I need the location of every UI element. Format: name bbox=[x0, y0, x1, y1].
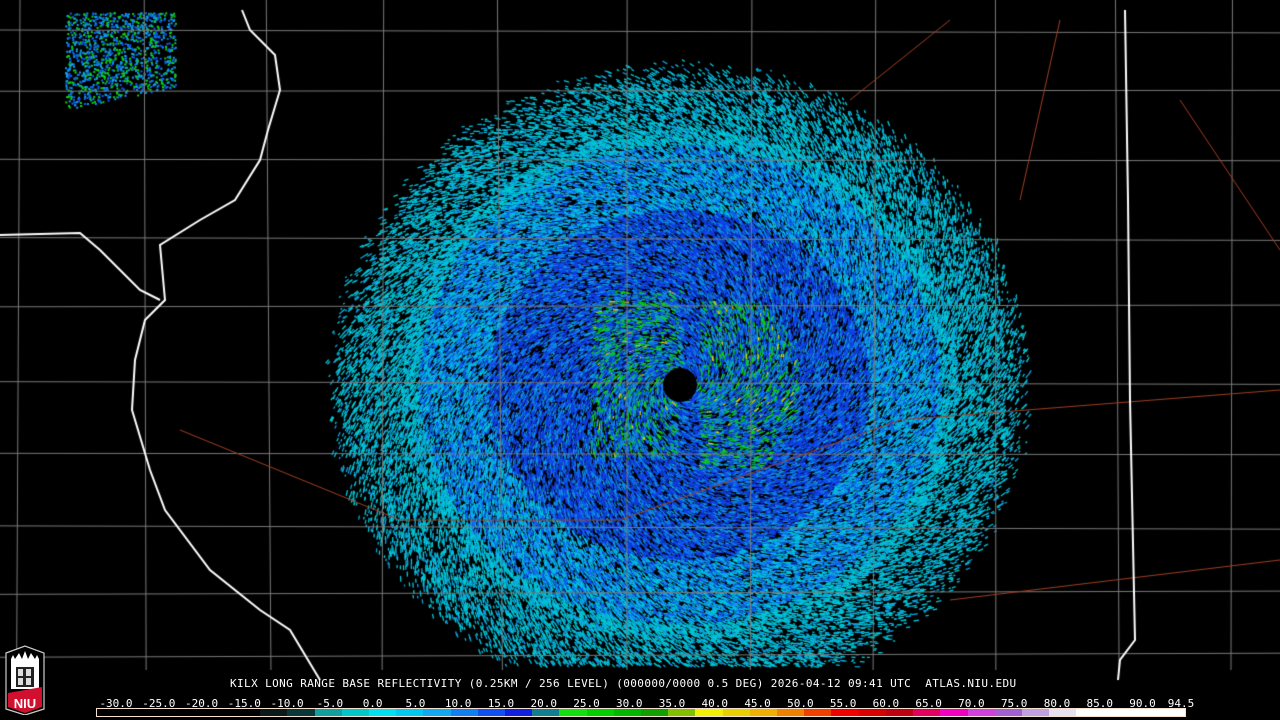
scale-label: 0.0 bbox=[362, 697, 383, 710]
scale-label: 5.0 bbox=[405, 697, 426, 710]
scale-swatch bbox=[477, 709, 506, 716]
scale-label: -25.0 bbox=[142, 697, 176, 710]
scale-swatch bbox=[450, 709, 478, 716]
scale-swatch bbox=[314, 709, 342, 716]
scale-swatch bbox=[97, 709, 125, 716]
scale-swatch bbox=[831, 709, 859, 716]
scale-swatch bbox=[124, 709, 152, 716]
scale-label: 55.0 bbox=[829, 697, 857, 710]
scale-swatch bbox=[396, 709, 424, 716]
scale-swatch bbox=[749, 709, 778, 716]
scale-swatch bbox=[205, 709, 234, 716]
scale-swatch bbox=[940, 709, 968, 716]
scale-swatch bbox=[559, 709, 587, 716]
scale-label: 30.0 bbox=[616, 697, 643, 710]
scale-swatch bbox=[341, 709, 370, 716]
scale-swatch bbox=[505, 709, 533, 716]
scale-label: -15.0 bbox=[227, 697, 261, 710]
scale-label: 70.0 bbox=[958, 697, 985, 710]
scale-label: 35.0 bbox=[658, 697, 686, 710]
scale-swatch bbox=[858, 709, 886, 716]
scale-swatch bbox=[260, 709, 288, 716]
scale-swatch bbox=[369, 709, 397, 716]
scale-swatch bbox=[722, 709, 750, 716]
scale-label: 45.0 bbox=[744, 697, 771, 710]
niu-logo: NIU bbox=[5, 645, 45, 715]
scale-swatch bbox=[1076, 709, 1104, 716]
scale-swatch bbox=[178, 709, 206, 716]
scale-swatch bbox=[532, 709, 560, 716]
scale-label: -5.0 bbox=[316, 697, 344, 710]
scale-label: 60.0 bbox=[872, 697, 900, 710]
scale-swatch bbox=[804, 709, 832, 716]
scale-label: 25.0 bbox=[573, 697, 600, 710]
scale-label: -30.0 bbox=[99, 697, 133, 710]
scale-label: 90.0 bbox=[1129, 697, 1156, 710]
scale-swatch bbox=[1157, 709, 1186, 716]
scale-label: 75.0 bbox=[1000, 697, 1028, 710]
scale-swatch bbox=[1021, 709, 1050, 716]
scale-label: 15.0 bbox=[487, 697, 515, 710]
scale-label: 80.0 bbox=[1043, 697, 1071, 710]
scale-swatch bbox=[777, 709, 805, 716]
scale-swatch bbox=[913, 709, 941, 716]
scale-swatch bbox=[1049, 709, 1077, 716]
scale-swatch bbox=[151, 709, 179, 716]
scale-swatch bbox=[695, 709, 723, 716]
scale-swatch bbox=[1130, 709, 1158, 716]
scale-swatch bbox=[586, 709, 614, 716]
scale-label: -10.0 bbox=[270, 697, 304, 710]
scale-label: 10.0 bbox=[444, 697, 472, 710]
color-scale-bar bbox=[96, 708, 1186, 717]
scale-label: 50.0 bbox=[787, 697, 814, 710]
scale-label: 94.5 bbox=[1167, 697, 1195, 710]
scale-swatch bbox=[1103, 709, 1131, 716]
scale-swatch bbox=[287, 709, 315, 716]
scale-label: 65.0 bbox=[915, 697, 942, 710]
scale-swatch bbox=[423, 709, 451, 716]
color-scale-labels: -30.0 -25.0 -20.0 -15.0 -10.0 -5.0 0.0 5.0 10.0 1… bbox=[96, 697, 1196, 710]
scale-swatch bbox=[994, 709, 1022, 716]
scale-label: -20.0 bbox=[184, 697, 219, 710]
scale-swatch bbox=[967, 709, 995, 716]
scale-swatch bbox=[613, 709, 642, 716]
scale-swatch bbox=[641, 709, 669, 716]
svg-text:NIU: NIU bbox=[14, 696, 36, 711]
scale-label: 85.0 bbox=[1086, 697, 1113, 710]
scale-label: 40.0 bbox=[701, 697, 729, 710]
product-title: KILX LONG RANGE BASE REFLECTIVITY (0.25K… bbox=[230, 677, 1017, 690]
scale-label: 20.0 bbox=[530, 697, 557, 710]
scale-swatch bbox=[885, 709, 914, 716]
scale-swatch bbox=[668, 709, 696, 716]
scale-swatch bbox=[233, 709, 261, 716]
